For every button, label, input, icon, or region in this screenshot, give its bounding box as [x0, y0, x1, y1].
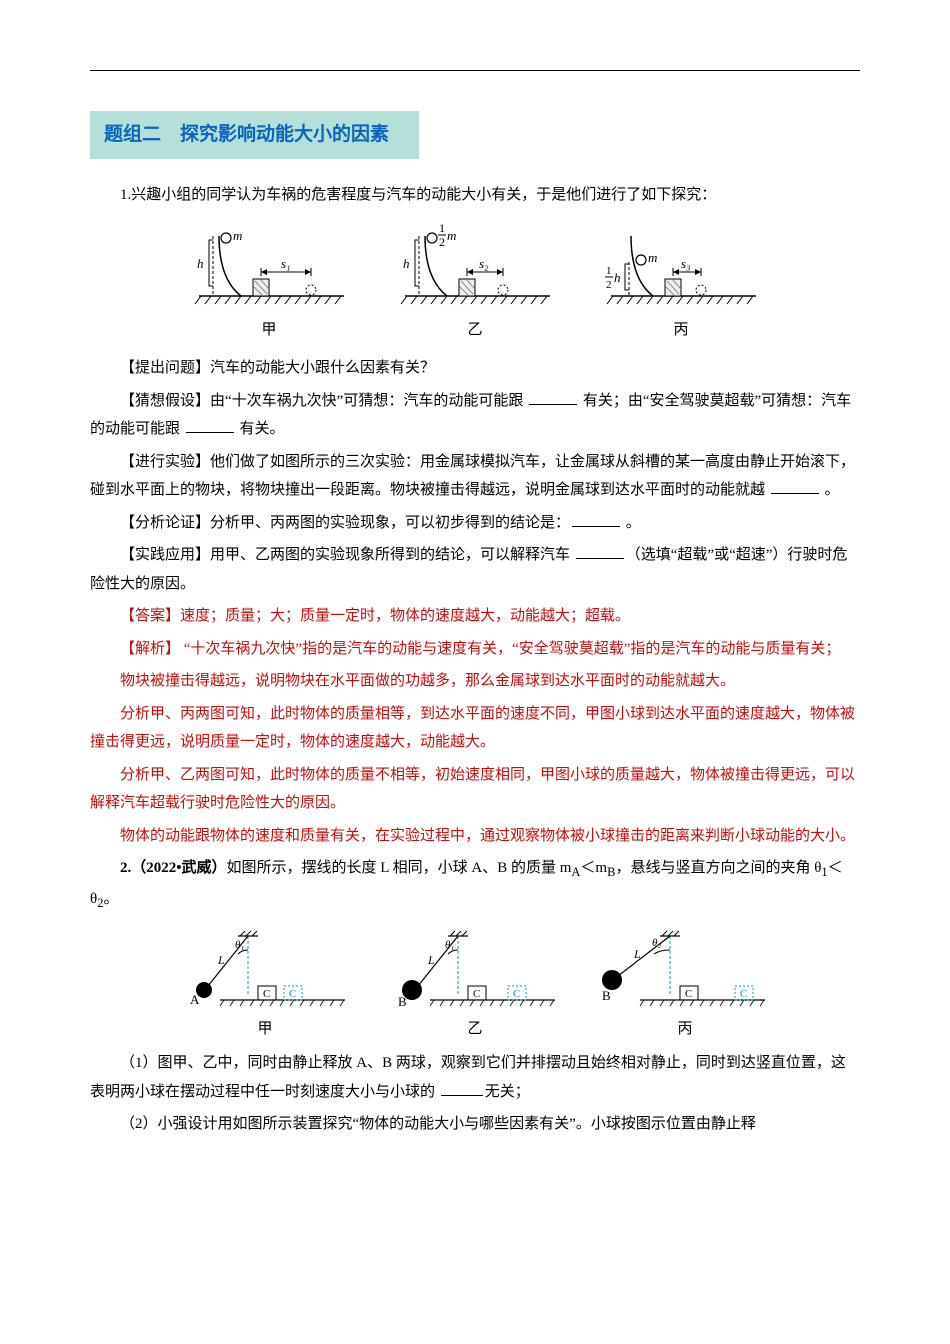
blank	[576, 544, 624, 559]
blank	[771, 479, 819, 494]
svg-text:s₃: s₃	[681, 256, 691, 271]
q1-fig-2: 1 2 m h s₂ 乙	[395, 224, 555, 345]
q2-p2: （2）小强设计用如图所示装置探究“物体的动能大小与哪些因素有关”。小球按图示位置…	[90, 1110, 860, 1139]
svg-text:θ₁: θ₁	[445, 939, 454, 951]
pendulum-diagram-1: A L θ₁ C C	[180, 928, 350, 1013]
svg-text:C: C	[740, 988, 747, 1000]
svg-text:m: m	[648, 250, 657, 265]
blank	[529, 390, 577, 405]
svg-text:B: B	[602, 988, 611, 1003]
q1-p3: 【进行实验】他们做了如图所示的三次实验：用金属球模拟汽车，让金属球从斜槽的某一高…	[90, 448, 860, 505]
svg-text:θ₁: θ₁	[235, 939, 244, 951]
q1-figure-row: m h s₁ 甲	[90, 224, 860, 345]
svg-text:L: L	[427, 953, 435, 967]
q2-fig-3: B L θ₂ C C 丙	[600, 928, 770, 1044]
q2-intro: 2.（2022•武威）如图所示，摆线的长度 L 相同，小球 A、B 的质量 mA…	[90, 854, 860, 916]
svg-text:C: C	[685, 988, 692, 1000]
svg-text:C: C	[473, 988, 480, 1000]
top-rule	[90, 70, 860, 71]
section-title: 题组二 探究影响动能大小的因素	[104, 124, 389, 145]
q1-p4: 【分析论证】分析甲、丙两图的实验现象，可以初步得到的结论是： 。	[90, 509, 860, 538]
svg-text:s₁: s₁	[281, 256, 291, 271]
svg-text:m: m	[447, 228, 456, 243]
blank	[186, 418, 234, 433]
q2-fig-1: A L θ₁ C C 甲	[180, 928, 350, 1044]
svg-text:C: C	[513, 988, 520, 1000]
blank	[572, 512, 620, 527]
section-banner: 题组二 探究影响动能大小的因素	[90, 111, 419, 159]
q2-fig2-cap: 乙	[390, 1015, 560, 1044]
ramp-diagram-2: 1 2 m h s₂	[395, 224, 555, 314]
svg-text:L: L	[217, 953, 225, 967]
q2-fig3-cap: 丙	[600, 1015, 770, 1044]
svg-text:m: m	[233, 228, 242, 243]
svg-text:1: 1	[606, 265, 612, 277]
ramp-diagram-1: m h s₁	[189, 224, 349, 314]
q2-p1: （1）图甲、乙中，同时由静止释放 A、B 两球，观察到它们并排摆动且始终相对静止…	[90, 1049, 860, 1106]
svg-text:C: C	[263, 988, 270, 1000]
svg-text:A: A	[190, 992, 200, 1007]
pendulum-diagram-2: B L θ₁ C C	[390, 928, 560, 1013]
q1-p1: 【提出问题】汽车的动能大小跟什么因素有关？	[90, 354, 860, 383]
ramp-diagram-3: m 1 2 h s₃	[601, 224, 761, 314]
svg-text:C: C	[289, 988, 296, 1000]
q2-fig-2: B L θ₁ C C 乙	[390, 928, 560, 1044]
svg-text:2: 2	[606, 279, 612, 291]
svg-text:h: h	[614, 270, 621, 285]
q1-p2: 【猜想假设】由“十次车祸九次快”可猜想：汽车的动能可能跟 有关；由“安全驾驶莫超…	[90, 387, 860, 444]
q1-exp-0: 【解析】 “十次车祸九次快”指的是汽车的动能与速度有关，“安全驾驶莫超载”指的是…	[90, 635, 860, 664]
svg-text:L: L	[633, 947, 641, 961]
q1-answer: 【答案】速度；质量；大；质量一定时，物体的速度越大，动能越大；超载。	[90, 602, 860, 631]
q1-fig-1: m h s₁ 甲	[189, 224, 349, 345]
svg-text:s₂: s₂	[479, 256, 489, 271]
svg-text:h: h	[403, 256, 410, 271]
svg-text:B: B	[398, 994, 407, 1009]
q1-exp-1: 物块被撞击得越远，说明物块在水平面做的功越多，那么金属球到达水平面时的动能就越大…	[90, 667, 860, 696]
q2-figure-row: A L θ₁ C C 甲	[90, 928, 860, 1044]
q1-fig3-cap: 丙	[601, 316, 761, 345]
q1-p5: 【实践应用】用甲、乙两图的实验现象所得到的结论，可以解释汽车 （选填“超载”或“…	[90, 541, 860, 598]
svg-text:θ₂: θ₂	[652, 937, 661, 949]
q1-fig-3: m 1 2 h s₃ 丙	[601, 224, 761, 345]
q2-fig1-cap: 甲	[180, 1015, 350, 1044]
q1-intro: 1.兴趣小组的同学认为车祸的危害程度与汽车的动能大小有关，于是他们进行了如下探究…	[90, 181, 860, 210]
pendulum-diagram-3: B L θ₂ C C	[600, 928, 770, 1013]
blank	[441, 1081, 483, 1096]
q1-exp-4: 物体的动能跟物体的速度和质量有关，在实验过程中，通过观察物体被小球撞击的距离来判…	[90, 822, 860, 851]
svg-text:2: 2	[439, 235, 445, 249]
q1-fig1-cap: 甲	[189, 316, 349, 345]
q1-fig2-cap: 乙	[395, 316, 555, 345]
svg-text:1: 1	[439, 224, 445, 235]
q1-exp-3: 分析甲、乙两图可知，此时物体的质量不相等，初始速度相同，甲图小球的质量越大，物体…	[90, 761, 860, 818]
svg-text:h: h	[197, 256, 204, 271]
q1-exp-2: 分析甲、丙两图可知，此时物体的质量相等，到达水平面的速度不同，甲图小球到达水平面…	[90, 700, 860, 757]
